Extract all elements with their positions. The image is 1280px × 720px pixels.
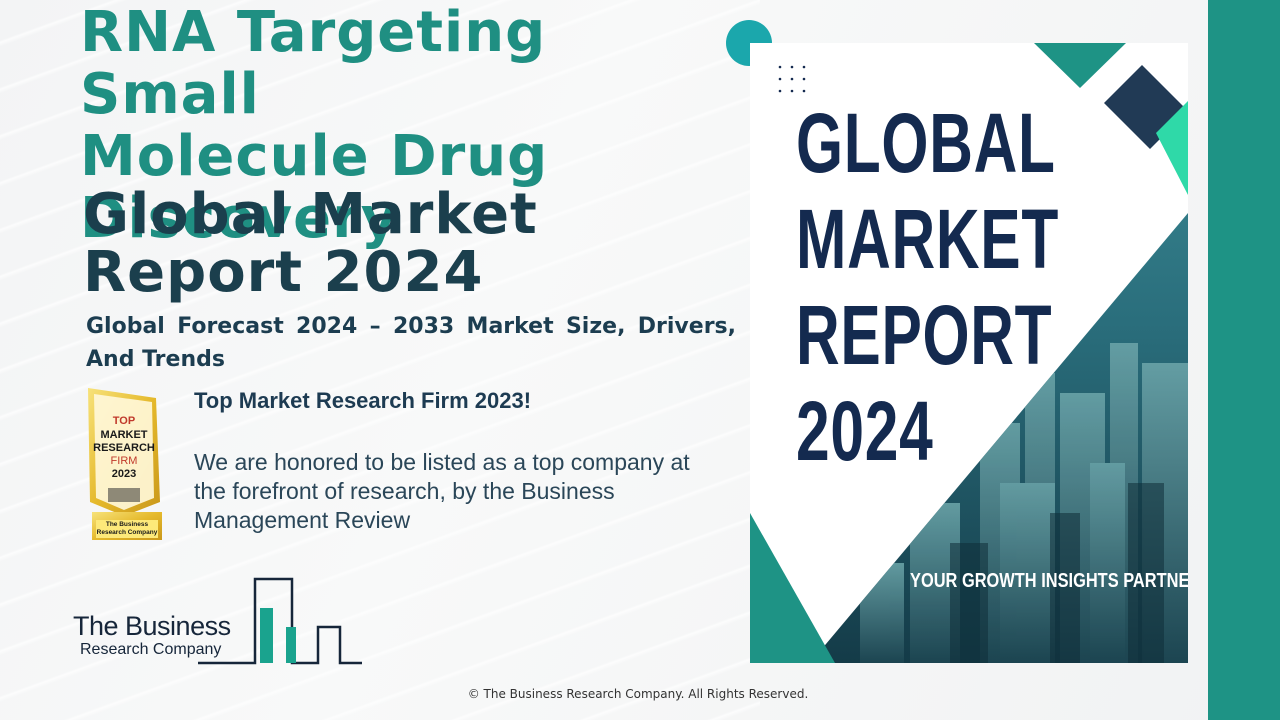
building-logo-icon <box>198 577 362 665</box>
cover-title: GLOBAL MARKET REPORT 2024 <box>796 95 1059 479</box>
badge-text-3: RESEARCH <box>93 442 155 454</box>
logo-text-line2: Research Company <box>80 641 222 658</box>
trophy-icon: TOP MARKET RESEARCH FIRM 2023 The Busine… <box>88 388 162 540</box>
title-line-3: Discovery <box>80 186 399 251</box>
award-description: We are honored to be listed as a top com… <box>194 449 690 533</box>
cover-title-line-2: MARKET <box>796 192 1060 286</box>
copyright-footer: © The Business Research Company. All Rig… <box>467 687 809 701</box>
report-title: RNA Targeting Small Molecule Drug Discov… <box>80 2 730 250</box>
title-line-4: Global Market <box>83 182 538 247</box>
city-skyline-image <box>750 43 1188 663</box>
badge-text-5: 2023 <box>112 468 136 480</box>
title-line-2: Molecule Drug <box>80 124 549 189</box>
right-accent-strip <box>1208 0 1280 720</box>
title-line-1: RNA Targeting Small <box>80 0 547 127</box>
cover-title-line-1: GLOBAL <box>796 96 1056 190</box>
badge-text-2: MARKET <box>100 429 147 441</box>
forecast-subtitle: Global Forecast 2024 – 2033 Market Size,… <box>86 314 736 372</box>
award-badge: TOP MARKET RESEARCH FIRM 2023 The Busine… <box>84 384 166 544</box>
badge-text-4: FIRM <box>111 455 138 467</box>
report-subtitle-title: Global Market Report 2024 <box>83 186 683 302</box>
logo-text-line1: The Business <box>73 611 231 641</box>
cover-title-line-4: 2024 <box>796 384 934 478</box>
title-line-5: Report 2024 <box>83 240 484 305</box>
company-logo: The Business Research Company <box>70 575 370 667</box>
award-heading: Top Market Research Firm 2023! <box>194 388 532 413</box>
cover-tagline: YOUR GROWTH INSIGHTS PARTNER <box>910 570 1188 592</box>
cover-title-line-3: REPORT <box>796 288 1053 382</box>
badge-footer: The Business Research Company <box>96 521 158 536</box>
report-cover-image: GLOBAL MARKET REPORT 2024 YOUR GROWTH IN… <box>750 43 1188 663</box>
badge-text-1: TOP <box>113 415 135 427</box>
